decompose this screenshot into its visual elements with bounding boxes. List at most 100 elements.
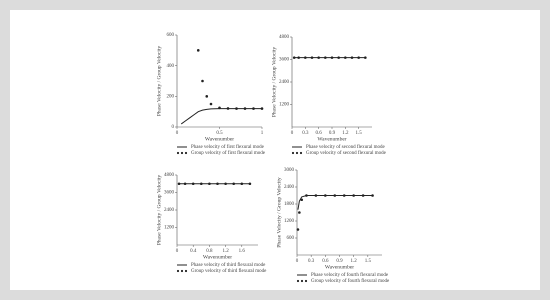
- y-tick-label: 2400: [164, 208, 175, 213]
- y-tick-label: 3600: [279, 58, 290, 63]
- x-axis-label: Wavenumber: [203, 254, 232, 260]
- x-tick-label: 1.5: [365, 259, 372, 264]
- group-dot: [300, 198, 304, 202]
- y-axis-label: Phase Velocity / Group Velocity: [156, 175, 162, 246]
- group-dot: [260, 107, 264, 110]
- group-dot: [364, 56, 367, 59]
- x-tick-label: 0.9: [336, 259, 343, 264]
- legend-label: Group velocity of first flexural mode: [191, 151, 266, 156]
- group-dot: [330, 56, 334, 59]
- legend-dot: [180, 151, 184, 155]
- legend-label: Group velocity of third flexural mode: [191, 269, 267, 274]
- y-tick-label: 1200: [164, 226, 175, 231]
- x-tick-label: 1.2: [351, 259, 358, 264]
- legend-dot: [184, 269, 188, 273]
- x-tick-label: 0: [291, 131, 294, 136]
- group-dot: [224, 182, 227, 186]
- x-tick-label: 0.4: [190, 249, 197, 254]
- y-tick-label: 2400: [284, 185, 295, 190]
- group-dot: [292, 56, 296, 59]
- x-tick-label: 0.3: [308, 259, 315, 264]
- y-axis-label: Phase Velocity / Group Velocity: [276, 177, 282, 248]
- x-tick-label: 1: [261, 131, 264, 136]
- x-axis-label: Wavenumber: [325, 264, 354, 270]
- group-dot: [208, 182, 211, 186]
- group-dot: [324, 194, 327, 197]
- x-tick-label: 0.9: [329, 131, 336, 136]
- y-tick-label: 0: [172, 125, 175, 130]
- group-dot: [310, 56, 314, 59]
- y-tick-label: 600: [167, 33, 175, 38]
- group-dot: [205, 95, 209, 98]
- group-dot: [232, 182, 235, 186]
- y-tick-label: 400: [167, 64, 175, 69]
- x-tick-label: 0: [176, 131, 179, 136]
- x-tick-label: 0.5: [216, 131, 223, 136]
- group-dot: [350, 56, 354, 59]
- y-tick-label: 2400: [279, 80, 290, 85]
- group-dot: [216, 182, 219, 186]
- group-dot: [209, 102, 213, 106]
- panel: [10, 10, 540, 290]
- y-tick-label: 4800: [164, 173, 175, 178]
- group-dot: [333, 194, 337, 197]
- y-tick-label: 3000: [284, 168, 295, 173]
- x-tick-label: 0.6: [316, 131, 323, 136]
- legend-label: Group velocity of fourth flexural mode: [311, 279, 390, 284]
- group-dot: [191, 182, 195, 186]
- group-dot: [296, 228, 300, 231]
- legend-dot: [291, 151, 295, 155]
- group-dot: [357, 56, 360, 59]
- group-dot: [240, 182, 244, 186]
- group-dot: [297, 56, 300, 59]
- x-tick-label: 0: [176, 249, 179, 254]
- group-dot: [248, 182, 252, 186]
- group-dot: [252, 107, 255, 110]
- y-axis-label: Phase Velocity / Group Velocity: [271, 47, 277, 118]
- legend-dot: [184, 151, 188, 155]
- legend-label: Phase velocity of third flexural mode: [191, 263, 266, 268]
- group-dot: [243, 107, 247, 110]
- x-axis-label: Wavenumber: [317, 136, 346, 142]
- group-dot: [314, 194, 318, 197]
- legend-dot: [176, 269, 180, 273]
- legend-dot: [300, 279, 304, 283]
- group-dot: [342, 194, 346, 197]
- x-tick-label: 1.5: [356, 131, 363, 136]
- legend-label: Phase velocity of second flexural mode: [306, 145, 386, 150]
- group-dot: [337, 56, 340, 59]
- group-dot: [183, 182, 187, 186]
- y-axis-label: Phase Velocity / Group Velocity: [156, 46, 162, 117]
- legend-dot: [295, 151, 299, 155]
- y-tick-label: 3600: [164, 191, 175, 196]
- group-dot: [317, 56, 320, 59]
- y-tick-label: 600: [287, 236, 295, 241]
- legend-label: Phase velocity of first flexural mode: [191, 145, 265, 150]
- x-axis-label: Wavenumber: [205, 136, 234, 142]
- x-tick-label: 0.6: [322, 259, 329, 264]
- x-tick-label: 0.8: [206, 249, 213, 254]
- legend-label: Group velocity of second flexural mode: [306, 151, 387, 156]
- x-tick-label: 1.2: [222, 249, 229, 254]
- group-dot: [177, 182, 181, 186]
- legend-dot: [176, 151, 180, 155]
- y-tick-label: 4800: [279, 35, 290, 40]
- group-dot: [196, 49, 200, 52]
- group-dot: [344, 56, 347, 59]
- legend-dot: [304, 279, 308, 283]
- legend-dot: [296, 279, 300, 283]
- group-dot: [324, 56, 327, 59]
- group-dot: [352, 194, 355, 197]
- y-tick-label: 200: [167, 94, 175, 99]
- group-dot: [305, 194, 308, 197]
- group-dot: [201, 79, 204, 83]
- group-dot: [361, 194, 365, 197]
- group-dot: [235, 107, 238, 110]
- group-dot: [371, 194, 374, 197]
- group-dot: [298, 211, 301, 214]
- group-dot: [226, 107, 230, 110]
- x-tick-label: 1.2: [342, 131, 349, 136]
- x-tick-label: 1.6: [239, 249, 246, 254]
